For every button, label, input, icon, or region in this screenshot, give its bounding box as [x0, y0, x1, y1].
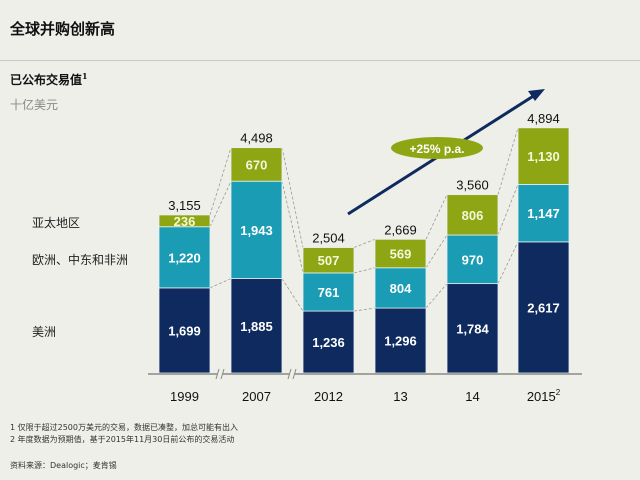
segment-value-label: 1,236	[312, 335, 345, 350]
total-value-label: 2,669	[384, 222, 417, 237]
axis-break-gap	[217, 370, 223, 378]
segment-value-label: 1,699	[168, 323, 201, 338]
x-tick-label: 20152	[527, 388, 561, 404]
segment-value-label: 1,296	[384, 334, 417, 349]
bar-segment	[517, 127, 570, 185]
growth-badge	[391, 137, 483, 159]
page-title: 全球并购创新高	[10, 20, 116, 38]
x-tick-label: 2012	[314, 389, 343, 404]
connector-line	[209, 181, 232, 227]
total-value-label: 2,504	[312, 231, 345, 246]
connector-lines	[209, 127, 519, 312]
segment-value-label: 507	[318, 253, 340, 268]
bar-segment	[446, 283, 499, 374]
bar-segment	[374, 238, 427, 269]
x-tick-label: 13	[393, 389, 407, 404]
bar-segment	[158, 287, 211, 374]
source-note: 资料来源：Dealogic；麦肯锡	[10, 461, 117, 470]
total-value-label: 4,894	[527, 111, 560, 126]
trend-arrow-group: +25% p.a.	[347, 89, 545, 216]
bar-segment	[374, 267, 427, 309]
footnote-1: 1 仅限于超过2500万美元的交易，数据已凑整，加总可能有出入	[10, 423, 238, 432]
connector-line	[497, 241, 519, 284]
trend-arrow-head	[528, 89, 545, 101]
divider	[0, 60, 640, 61]
axis-break-gap	[289, 370, 295, 378]
x-tick-label: 2007	[242, 389, 271, 404]
axis-break-mark	[292, 368, 297, 380]
connector-line	[353, 238, 376, 248]
connector-line	[497, 184, 519, 236]
bar-segment	[517, 241, 570, 374]
unit-label: 十亿美元	[10, 98, 59, 112]
x-tick-label: 1999	[170, 389, 199, 404]
bar-segment	[302, 247, 355, 274]
connector-line	[497, 127, 519, 195]
bar-segment	[158, 214, 211, 228]
x-axis: 1999 2007 2012 13 14 20152	[148, 368, 582, 404]
connector-line	[281, 181, 304, 274]
axis-break-mark	[287, 368, 292, 380]
legend-emea: 欧洲、中东和非洲	[32, 253, 129, 267]
total-value-label: 3,155	[168, 198, 201, 213]
segment-value-label: 1,130	[527, 149, 560, 164]
x-tick-label: 14	[465, 389, 479, 404]
segment-value-label: 2,617	[527, 300, 560, 315]
axis-break-mark	[215, 368, 220, 380]
legend-americas: 美洲	[32, 325, 57, 339]
axis-break-mark	[220, 368, 225, 380]
chart-subtitle: 已公布交易值1	[10, 71, 88, 88]
segment-value-label: 569	[390, 247, 412, 262]
connector-line	[281, 147, 304, 248]
segment-value-label: 804	[390, 281, 412, 296]
bar-segment	[302, 272, 355, 312]
segment-value-label: 1,943	[240, 223, 273, 238]
total-value-label: 3,560	[456, 178, 489, 193]
bar-segment	[517, 184, 570, 243]
segment-value-label: 236	[174, 214, 196, 229]
connector-line	[209, 278, 232, 289]
segment-value-label: 670	[246, 157, 268, 172]
segment-value-label: 1,885	[240, 319, 273, 334]
connector-line	[209, 147, 232, 216]
connector-line	[353, 307, 376, 312]
segment-value-label: 761	[318, 285, 340, 300]
bar-segment	[230, 147, 283, 182]
bar-segment	[302, 310, 355, 374]
connector-line	[425, 194, 448, 240]
segment-value-label: 1,220	[168, 250, 201, 265]
segment-value-label: 970	[462, 252, 484, 267]
connector-line	[425, 234, 448, 269]
x-tick-superscript: 2	[556, 388, 561, 397]
connector-line	[425, 283, 448, 309]
connector-line	[353, 267, 376, 274]
segment-value-label: 806	[462, 208, 484, 223]
subtitle-footnote-mark: 1	[82, 71, 88, 81]
growth-badge-text: +25% p.a.	[409, 142, 464, 156]
segment-value-label: 1,147	[527, 206, 560, 221]
bar-segment	[158, 226, 211, 289]
bar-segment	[446, 194, 499, 236]
connector-line	[281, 278, 304, 312]
subtitle-text: 已公布交易值	[10, 73, 83, 87]
bar-segment	[374, 307, 427, 374]
footnote-2: 2 年度数据为预期值，基于2015年11月30日前公布的交易活动	[10, 435, 235, 444]
legend-asia-pacific: 亚太地区	[32, 216, 81, 230]
total-value-label: 4,498	[240, 131, 273, 146]
segment-value-label: 1,784	[456, 321, 489, 336]
